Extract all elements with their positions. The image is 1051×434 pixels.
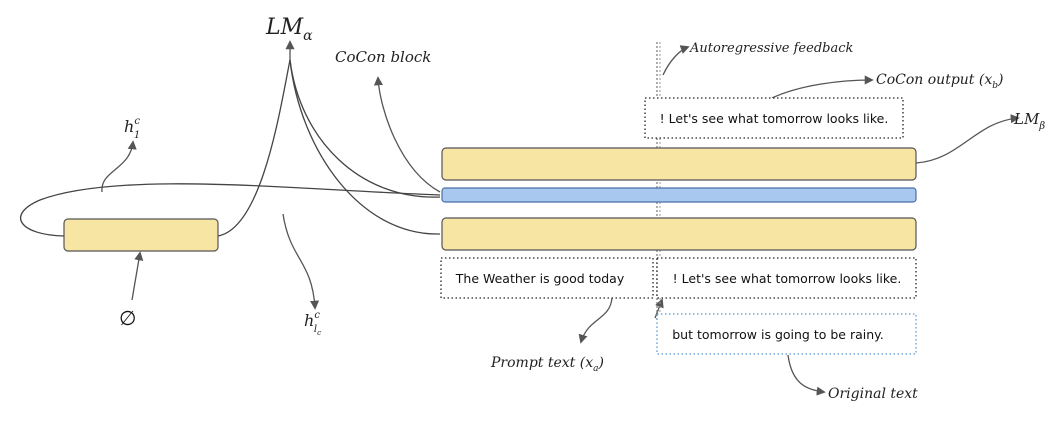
cocon-block-label: CoCon block: [335, 48, 431, 66]
output-bottom-box: [656, 257, 917, 299]
lm-alpha-right-curve: [289, 59, 441, 235]
hlc-label: hc lc: [304, 310, 321, 337]
original-box: [656, 313, 917, 355]
original-text-arrow: [787, 354, 826, 396]
lm-beta-arrow: [915, 114, 1020, 164]
h1c-arrow: [101, 140, 137, 193]
cocon-output-arrow: [771, 75, 874, 99]
h1c-label: hc 1: [124, 116, 140, 141]
lm-beta-label: LMβ: [1013, 110, 1045, 132]
prompt-text-label: Prompt text (xa): [490, 355, 604, 374]
lm-alpha-layer: [63, 218, 219, 252]
cocon-output-label: CoCon output (xb): [876, 72, 1003, 91]
output-bottom-text: ! Let's see what tomorrow looks like.: [673, 271, 902, 286]
prompt-box: [440, 257, 654, 299]
original-text-label: Original text: [828, 386, 918, 402]
prompt-box-text: The Weather is good today: [455, 271, 625, 286]
cocon-block-arrow: [373, 76, 441, 193]
original-box-text: but tomorrow is going to be rainy.: [672, 327, 883, 342]
input-arrow: [131, 251, 144, 301]
empty-set-label: ∅: [119, 306, 136, 330]
lm-alpha-mid-curve: [289, 59, 441, 198]
lm-alpha-upper-layer: [441, 217, 917, 251]
lm-alpha-label: LMα: [265, 15, 313, 44]
loop-curve: [20, 183, 441, 237]
autoregressive-label: Autoregressive feedback: [689, 41, 853, 56]
lm-beta-layer: [441, 147, 917, 181]
cocon-layer: [441, 187, 917, 203]
output-top-box: [644, 97, 904, 139]
feedback-small-arrow: [654, 298, 664, 319]
lm-alpha-left-curve: [217, 59, 291, 237]
hlc-arrow: [282, 213, 320, 310]
prompt-text-arrow: [578, 297, 613, 344]
autoregressive-arrow: [662, 45, 690, 76]
output-top-text: ! Let's see what tomorrow looks like.: [660, 111, 889, 126]
